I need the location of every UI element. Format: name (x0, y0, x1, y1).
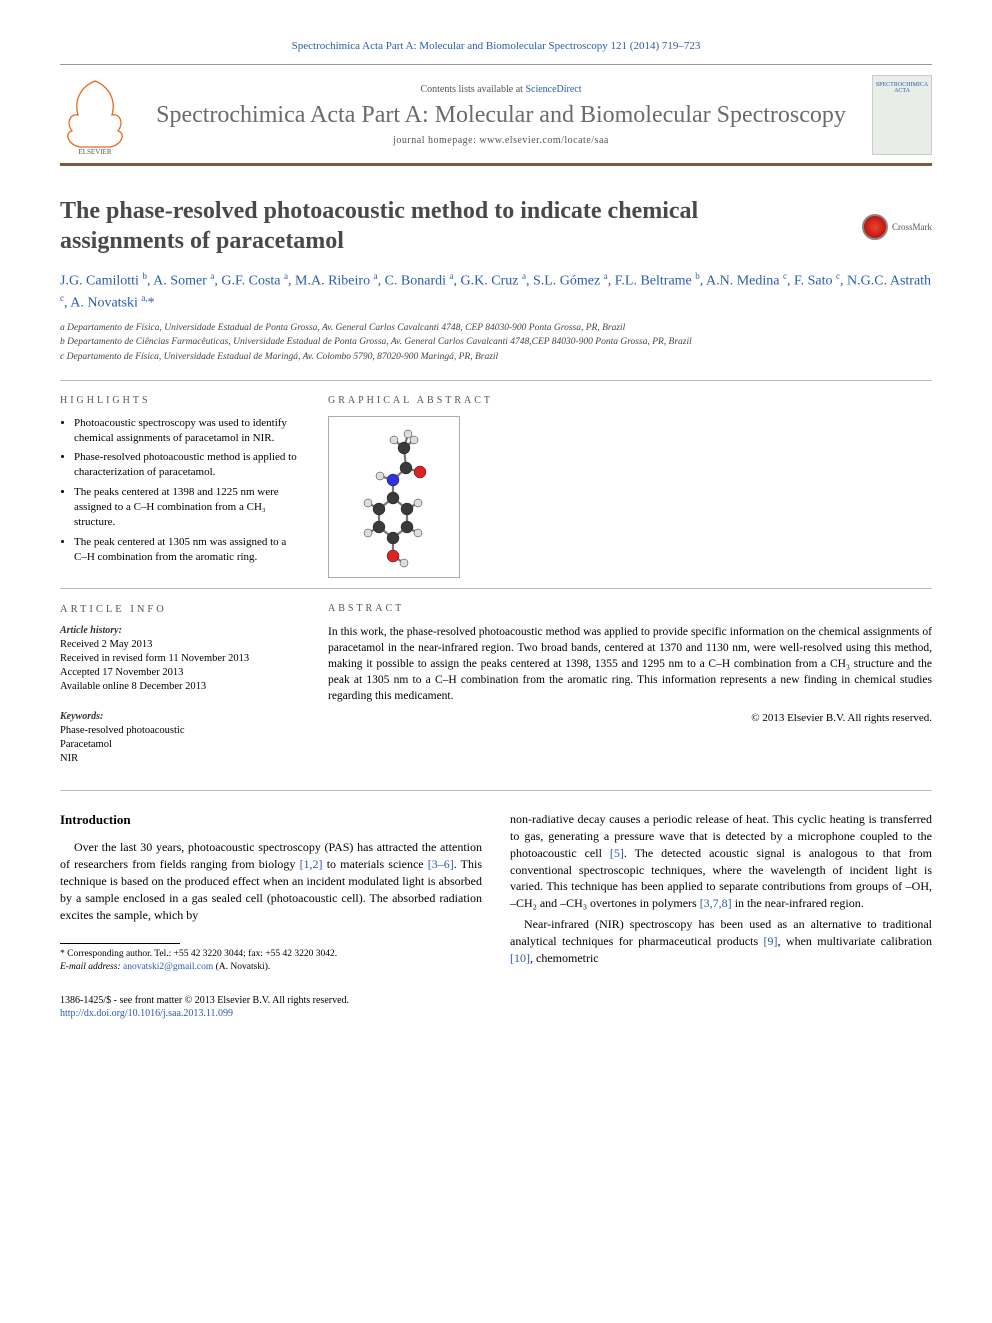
history-item: Accepted 17 November 2013 (60, 666, 300, 680)
ref-link[interactable]: [1,2] (300, 857, 323, 871)
highlight-item: The peaks centered at 1398 and 1225 nm w… (74, 485, 300, 530)
elsevier-logo: ELSEVIER (60, 75, 130, 155)
footnote-rule (60, 943, 180, 944)
email-label: E-mail address: (60, 962, 123, 972)
masthead-center: Contents lists available at ScienceDirec… (142, 84, 860, 147)
body-col-right: non-radiative decay causes a periodic re… (510, 811, 932, 974)
intro-paragraph-1: Over the last 30 years, photoacoustic sp… (60, 839, 482, 923)
header-citation: Spectrochimica Acta Part A: Molecular an… (60, 40, 932, 52)
graphical-abstract-figure (328, 416, 460, 578)
ref-link[interactable]: [3,7,8] (700, 896, 732, 910)
journal-name: Spectrochimica Acta Part A: Molecular an… (142, 101, 860, 130)
body-col-left: Introduction Over the last 30 years, pho… (60, 811, 482, 974)
article-history-label: Article history: (60, 625, 300, 636)
history-item: Received in revised form 11 November 201… (60, 652, 300, 666)
highlights-heading: highlights (60, 395, 300, 406)
graphical-abstract-heading: graphical abstract (328, 395, 932, 406)
history-item: Received 2 May 2013 (60, 638, 300, 652)
email-line: E-mail address: anovatski2@gmail.com (A.… (60, 961, 482, 974)
crossmark-badge[interactable]: CrossMark (862, 214, 932, 240)
highlight-item: Phase-resolved photoacoustic method is a… (74, 450, 300, 480)
contents-prefix: Contents lists available at (420, 84, 525, 95)
highlights-row: highlights Photoacoustic spectroscopy wa… (60, 395, 932, 578)
article-history-list: Received 2 May 2013Received in revised f… (60, 638, 300, 695)
keywords-label: Keywords: (60, 711, 300, 722)
introduction-heading: Introduction (60, 811, 482, 829)
svg-text:ELSEVIER: ELSEVIER (78, 148, 111, 155)
keyword-item: Paracetamol (60, 738, 300, 752)
divider (60, 790, 932, 791)
journal-cover-thumb: SPECTROCHIMICA ACTA (872, 75, 932, 155)
affiliation-c: c Departamento de Física, Universidade E… (60, 351, 932, 364)
journal-homepage: journal homepage: www.elsevier.com/locat… (142, 135, 860, 146)
doi-link[interactable]: http://dx.doi.org/10.1016/j.saa.2013.11.… (60, 1008, 233, 1019)
divider (60, 588, 932, 589)
ref-link[interactable]: [10] (510, 951, 530, 965)
body-text: , chemometric (530, 951, 599, 965)
body-columns: Introduction Over the last 30 years, pho… (60, 811, 932, 974)
abstract-copyright: © 2013 Elsevier B.V. All rights reserved… (328, 712, 932, 724)
footnotes: * Corresponding author. Tel.: +55 42 322… (60, 948, 482, 974)
article-info-heading: article info (60, 603, 300, 617)
masthead: ELSEVIER Contents lists available at Sci… (60, 75, 932, 155)
email-suffix: (A. Novatski). (213, 962, 270, 972)
affiliations: a Departamento de Física, Universidade E… (60, 322, 932, 364)
email-link[interactable]: anovatski2@gmail.com (123, 962, 213, 972)
divider (60, 380, 932, 381)
bottom-meta: 1386-1425/$ - see front matter © 2013 El… (60, 994, 932, 1021)
body-text: , when multivariate calibration (778, 934, 932, 948)
history-item: Available online 8 December 2013 (60, 680, 300, 694)
author-list: J.G. Camilotti b, A. Somer a, G.F. Costa… (60, 270, 932, 314)
abstract-heading: abstract (328, 603, 932, 614)
info-abstract-row: article info Article history: Received 2… (60, 603, 932, 766)
highlights-list: Photoacoustic spectroscopy was used to i… (60, 416, 300, 565)
highlight-item: The peak centered at 1305 nm was assigne… (74, 535, 300, 565)
corresponding-author: * Corresponding author. Tel.: +55 42 322… (60, 948, 482, 961)
body-text: in the near-infrared region. (732, 896, 864, 910)
highlight-item: Photoacoustic spectroscopy was used to i… (74, 416, 300, 446)
keyword-item: Phase-resolved photoacoustic (60, 724, 300, 738)
masthead-rule-top (60, 64, 932, 65)
ref-link[interactable]: [5] (610, 846, 624, 860)
ref-link[interactable]: [9] (764, 934, 778, 948)
crossmark-icon (862, 214, 888, 240)
sciencedirect-link[interactable]: ScienceDirect (525, 84, 581, 95)
keyword-item: NIR (60, 752, 300, 766)
intro-paragraph-1-cont: non-radiative decay causes a periodic re… (510, 811, 932, 912)
keywords-list: Phase-resolved photoacousticParacetamolN… (60, 724, 300, 767)
intro-paragraph-2: Near-infrared (NIR) spectroscopy has bee… (510, 916, 932, 966)
affiliation-b: b Departamento de Ciências Farmacêuticas… (60, 336, 932, 349)
affiliation-a: a Departamento de Física, Universidade E… (60, 322, 932, 335)
abstract-text: In this work, the phase-resolved photoac… (328, 624, 932, 704)
article-title: The phase-resolved photoacoustic method … (60, 196, 800, 256)
crossmark-label: CrossMark (892, 222, 932, 232)
masthead-rule-bottom (60, 163, 932, 166)
ref-link[interactable]: [3–6] (428, 857, 454, 871)
contents-available-line: Contents lists available at ScienceDirec… (142, 84, 860, 95)
body-text: to materials science (323, 857, 428, 871)
issn-line: 1386-1425/$ - see front matter © 2013 El… (60, 994, 932, 1008)
